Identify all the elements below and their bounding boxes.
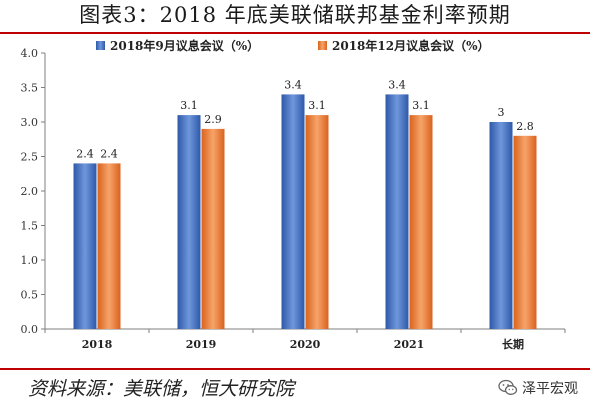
y-tick-label: 3.0	[21, 116, 39, 129]
legend-label: 2018年9月议息会议（%）	[110, 38, 259, 53]
y-tick-label: 2.0	[21, 185, 39, 198]
data-label: 3.4	[388, 78, 406, 91]
x-tick-label: 2018	[82, 338, 113, 351]
data-label: 3.1	[180, 99, 198, 112]
bar	[385, 94, 409, 330]
y-tick-label: 0.0	[21, 323, 39, 336]
legend-swatch	[318, 41, 327, 50]
bar	[73, 163, 97, 329]
bar	[305, 115, 329, 329]
y-tick-label: 1.5	[21, 220, 39, 233]
bar	[409, 115, 433, 329]
data-label: 2.8	[516, 120, 534, 133]
legend-label: 2018年12月议息会议（%）	[332, 38, 490, 53]
legend-swatch	[96, 41, 105, 50]
y-tick-label: 1.0	[21, 254, 39, 267]
figure-title: 图表3：2018 年底美联储联邦基金利率预期	[79, 3, 511, 27]
data-label: 3.4	[284, 78, 302, 91]
x-tick-label: 2020	[290, 338, 321, 351]
bar	[201, 128, 225, 329]
data-label: 2.4	[76, 147, 94, 160]
bar	[177, 115, 201, 329]
bar	[489, 122, 513, 329]
title-rule	[0, 32, 590, 34]
x-tick-label: 长期	[502, 337, 524, 351]
chart-area: 0.0 0.5 1.0 1.5 2.0 2.5 3.0 3.5 4.0 2018 2.4 2.4 201…	[0, 36, 590, 366]
bar	[281, 94, 305, 330]
data-label: 2.9	[204, 113, 222, 126]
bar	[513, 135, 537, 329]
y-tick-label: 3.5	[21, 82, 39, 95]
y-tick-label: 4.0	[21, 47, 39, 60]
source-rule	[0, 368, 590, 370]
watermark-text: 泽平宏观	[522, 381, 578, 397]
x-tick-label: 2021	[394, 338, 425, 351]
data-label: 2.4	[100, 147, 118, 160]
bar-chart: 0.0 0.5 1.0 1.5 2.0 2.5 3.0 3.5 4.0 2018 2.4 2.4 201…	[21, 38, 566, 351]
source-note: 资料来源：美联储，恒大研究院	[28, 378, 295, 400]
data-label: 3.1	[412, 99, 430, 112]
data-label: 3	[498, 106, 505, 119]
data-label: 3.1	[308, 99, 326, 112]
y-tick-label: 2.5	[21, 151, 39, 164]
wechat-icon	[498, 379, 518, 395]
bar	[97, 163, 121, 329]
y-tick-label: 0.5	[21, 289, 39, 302]
x-tick-label: 2019	[186, 338, 217, 351]
watermark: 泽平宏观	[498, 378, 578, 398]
